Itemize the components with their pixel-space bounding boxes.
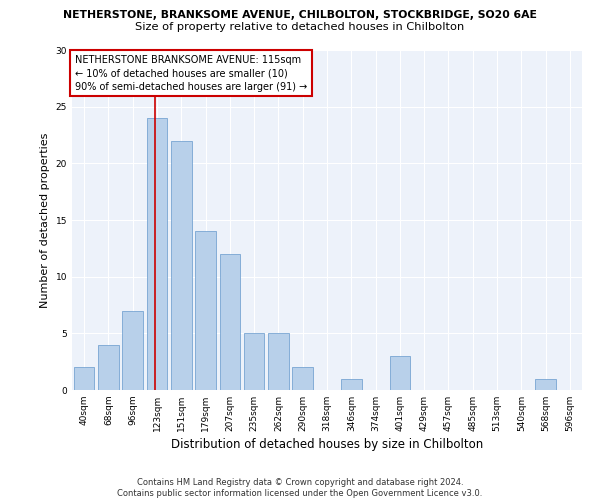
Bar	[220, 254, 240, 390]
Bar	[268, 334, 289, 390]
Text: Contains HM Land Registry data © Crown copyright and database right 2024.
Contai: Contains HM Land Registry data © Crown c…	[118, 478, 482, 498]
Text: NETHERSTONE, BRANKSOME AVENUE, CHILBOLTON, STOCKBRIDGE, SO20 6AE: NETHERSTONE, BRANKSOME AVENUE, CHILBOLTO…	[63, 10, 537, 20]
Bar	[292, 368, 313, 390]
Bar	[171, 140, 191, 390]
Bar	[122, 310, 143, 390]
Bar	[98, 344, 119, 390]
X-axis label: Distribution of detached houses by size in Chilbolton: Distribution of detached houses by size …	[171, 438, 483, 451]
Bar	[146, 118, 167, 390]
Bar	[74, 368, 94, 390]
Text: Size of property relative to detached houses in Chilbolton: Size of property relative to detached ho…	[136, 22, 464, 32]
Text: NETHERSTONE BRANKSOME AVENUE: 115sqm
← 10% of detached houses are smaller (10)
9: NETHERSTONE BRANKSOME AVENUE: 115sqm ← 1…	[74, 55, 307, 92]
Bar	[195, 232, 216, 390]
Bar	[341, 378, 362, 390]
Bar	[535, 378, 556, 390]
Bar	[389, 356, 410, 390]
Bar	[244, 334, 265, 390]
Y-axis label: Number of detached properties: Number of detached properties	[40, 132, 50, 308]
